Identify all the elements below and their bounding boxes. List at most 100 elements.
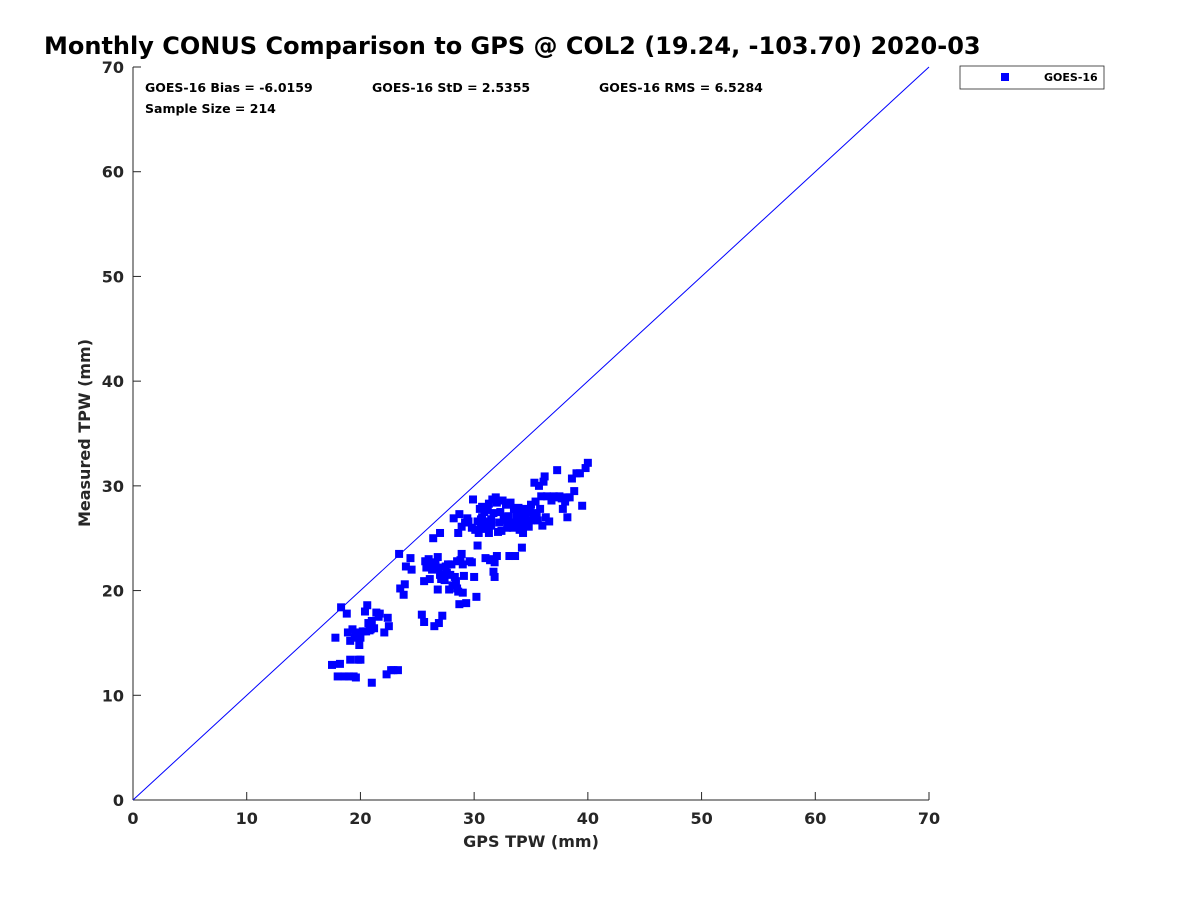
data-point — [346, 655, 355, 664]
y-axis-label: Measured TPW (mm) — [75, 339, 94, 527]
y-tick-label: 50 — [102, 267, 124, 286]
y-tick-label: 60 — [102, 163, 124, 182]
data-point — [473, 541, 482, 550]
data-point — [575, 469, 584, 478]
data-point — [563, 513, 572, 522]
x-tick-label: 60 — [804, 809, 826, 828]
data-point — [536, 504, 545, 513]
data-point — [450, 572, 459, 581]
data-point — [501, 500, 510, 509]
data-point — [484, 499, 493, 508]
data-point — [367, 678, 376, 687]
data-point — [545, 517, 554, 526]
data-point — [446, 570, 455, 579]
data-point — [538, 521, 547, 530]
data-point — [331, 633, 340, 642]
x-axis-label: GPS TPW (mm) — [463, 832, 599, 851]
data-point — [456, 556, 465, 565]
data-point — [521, 511, 530, 520]
data-point — [337, 603, 346, 612]
data-point — [351, 629, 360, 638]
data-point — [474, 528, 483, 537]
x-tick-label: 40 — [577, 809, 599, 828]
data-point — [517, 543, 526, 552]
data-point — [532, 509, 541, 518]
data-point — [393, 666, 402, 675]
data-point — [516, 510, 525, 519]
data-point — [447, 560, 456, 569]
data-point — [436, 570, 445, 579]
bias-stat: GOES-16 Bias = -6.0159 — [145, 80, 313, 95]
data-point — [367, 616, 376, 625]
chart-title: Monthly CONUS Comparison to GPS @ COL2 (… — [44, 32, 981, 60]
data-point — [448, 581, 457, 590]
data-point — [451, 577, 460, 586]
data-point — [434, 619, 443, 628]
data-point — [570, 487, 579, 496]
data-point — [335, 659, 344, 668]
data-point — [433, 585, 442, 594]
data-point — [351, 673, 360, 682]
y-tick-label: 40 — [102, 372, 124, 391]
data-point — [356, 655, 365, 664]
data-point — [438, 611, 447, 620]
data-point — [343, 628, 352, 637]
data-point — [328, 660, 336, 669]
data-point — [440, 576, 449, 585]
data-point — [434, 563, 443, 572]
data-point — [333, 672, 342, 681]
data-point — [389, 666, 398, 675]
std-stat: GOES-16 StD = 2.5355 — [372, 80, 530, 95]
data-point — [483, 505, 492, 514]
data-point — [455, 600, 464, 609]
data-point — [497, 526, 506, 535]
data-point — [396, 584, 405, 593]
data-point — [519, 528, 528, 537]
data-point — [561, 497, 570, 506]
data-point — [527, 516, 535, 525]
data-point — [433, 553, 442, 562]
data-point — [487, 521, 496, 530]
data-point — [420, 617, 429, 626]
data-point — [455, 510, 464, 519]
data-point — [380, 628, 389, 637]
data-point — [476, 515, 485, 524]
data-point — [558, 504, 567, 513]
data-point — [342, 609, 351, 618]
data-point — [424, 555, 433, 564]
data-point — [495, 518, 504, 527]
sample-size-stat: Sample Size = 214 — [145, 101, 276, 116]
data-point — [508, 523, 517, 532]
data-point — [382, 670, 391, 679]
data-point — [470, 572, 479, 581]
data-point — [445, 585, 454, 594]
y-tick-label: 0 — [113, 791, 124, 810]
y-tick-label: 10 — [102, 686, 124, 705]
data-point — [472, 592, 481, 601]
data-point — [583, 458, 592, 467]
x-axis: 0 10 20 30 40 50 60 70 — [127, 792, 940, 828]
data-point — [547, 496, 556, 505]
data-point — [464, 517, 473, 526]
data-point — [375, 609, 384, 618]
data-point — [366, 625, 375, 634]
data-point — [565, 493, 574, 502]
data-point — [489, 567, 498, 576]
data-point — [454, 528, 463, 537]
data-point — [489, 509, 498, 518]
data-point — [395, 549, 404, 558]
data-point — [525, 505, 534, 514]
data-point — [428, 565, 437, 574]
data-point — [527, 500, 535, 509]
data-point — [458, 560, 467, 569]
data-point — [578, 501, 587, 510]
data-point — [513, 521, 522, 530]
data-point — [423, 561, 432, 570]
legend-box — [959, 65, 1105, 90]
data-point — [469, 495, 478, 504]
legend: GOES-16 — [959, 65, 1105, 90]
y-tick-label: 20 — [102, 582, 124, 601]
y-tick-label: 30 — [102, 477, 124, 496]
data-point — [553, 466, 562, 475]
